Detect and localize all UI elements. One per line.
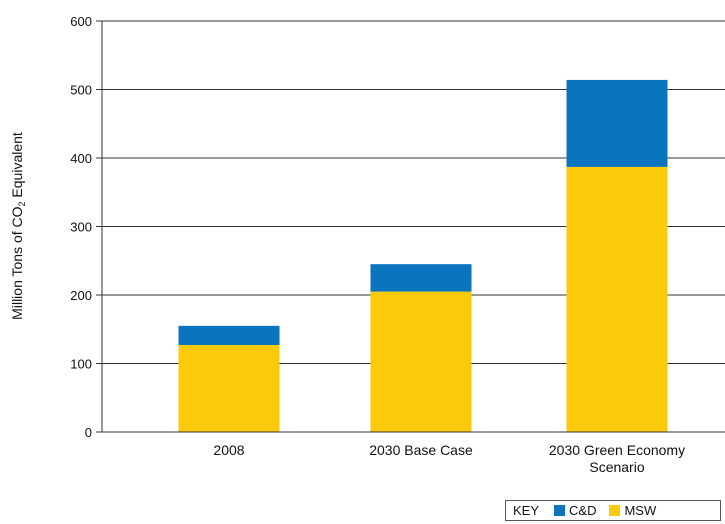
legend-title: KEY <box>513 503 540 518</box>
bar-msw-1 <box>370 291 472 432</box>
y-axis-label-end: Equivalent <box>9 132 25 201</box>
y-tick-label: 400 <box>70 151 92 166</box>
y-tick-label: 600 <box>70 14 92 29</box>
legend-item-msw: MSW <box>609 503 656 518</box>
legend-swatch-msw <box>609 505 621 516</box>
legend: KEY C&D MSW <box>505 500 721 521</box>
legend-label-msw: MSW <box>624 503 657 518</box>
bar-cd-2 <box>566 79 668 167</box>
y-tick-label: 200 <box>70 288 92 303</box>
x-category-label: 2008 <box>213 442 244 458</box>
y-axis-label: Million Tons of CO2 Equivalent <box>9 132 27 320</box>
x-category-label: 2030 Base Case <box>369 442 473 458</box>
x-category-label: 2030 Green Economy <box>549 442 685 458</box>
legend-item-cd: C&D <box>554 503 596 518</box>
x-category-label: Scenario <box>589 459 644 475</box>
legend-swatch-cd <box>554 505 566 516</box>
bar-cd-1 <box>370 264 472 292</box>
y-tick-label: 100 <box>70 357 92 372</box>
y-tick-label: 0 <box>85 425 92 440</box>
y-tick-label: 500 <box>70 83 92 98</box>
axes <box>96 20 725 433</box>
bar-msw-0 <box>178 345 280 432</box>
bar-msw-2 <box>566 166 668 432</box>
bars <box>178 79 668 432</box>
x-category-labels: 2008 2030 Base Case 2030 Green EconomyScen… <box>213 442 685 475</box>
y-axis-label-main: Million Tons of CO <box>9 206 25 319</box>
y-axis-label-subscript: 2 <box>17 201 27 206</box>
legend-label-cd: C&D <box>569 503 597 518</box>
y-tick-labels: 0 100 200 300 400 500 600 <box>70 14 92 440</box>
bar-cd-0 <box>178 325 280 346</box>
y-tick-label: 300 <box>70 220 92 235</box>
